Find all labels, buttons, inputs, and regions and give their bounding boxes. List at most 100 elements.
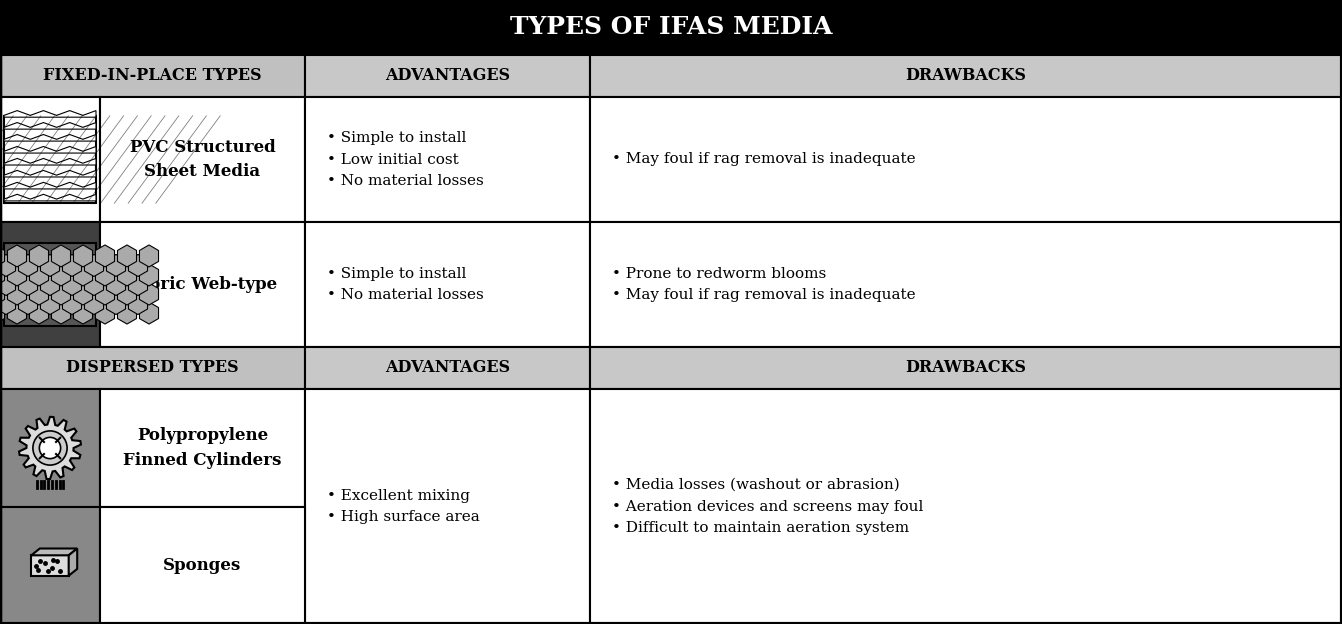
- Polygon shape: [51, 302, 71, 324]
- Polygon shape: [0, 293, 16, 314]
- Polygon shape: [0, 273, 16, 296]
- Text: • Excellent mixing
• High surface area: • Excellent mixing • High surface area: [327, 489, 479, 524]
- Text: FIXED-IN-PLACE TYPES: FIXED-IN-PLACE TYPES: [43, 67, 262, 84]
- Polygon shape: [74, 264, 93, 286]
- Polygon shape: [30, 283, 48, 305]
- Polygon shape: [74, 245, 93, 267]
- Polygon shape: [30, 264, 48, 286]
- Text: ADVANTAGES: ADVANTAGES: [385, 359, 510, 376]
- Bar: [101, 389, 305, 507]
- Text: PVC Structured
Sheet Media: PVC Structured Sheet Media: [130, 139, 275, 180]
- Polygon shape: [140, 264, 158, 286]
- Polygon shape: [85, 293, 103, 314]
- Polygon shape: [95, 302, 114, 324]
- Polygon shape: [8, 264, 27, 286]
- Polygon shape: [51, 245, 71, 267]
- Text: • Simple to install
• Low initial cost
• No material losses: • Simple to install • Low initial cost •…: [327, 131, 483, 188]
- Polygon shape: [19, 273, 38, 296]
- Polygon shape: [4, 122, 97, 129]
- Bar: [0, 0, 1342, 55]
- Text: Sponges: Sponges: [164, 557, 242, 574]
- Text: • May foul if rag removal is inadequate: • May foul if rag removal is inadequate: [612, 152, 915, 167]
- Text: • Simple to install
• No material losses: • Simple to install • No material losses: [327, 266, 483, 303]
- Polygon shape: [129, 255, 148, 276]
- Polygon shape: [8, 302, 27, 324]
- Polygon shape: [19, 255, 38, 276]
- Polygon shape: [95, 245, 114, 267]
- Bar: [0, 507, 101, 624]
- Polygon shape: [4, 182, 97, 189]
- Bar: [305, 347, 590, 389]
- Polygon shape: [118, 283, 137, 305]
- Polygon shape: [31, 555, 68, 576]
- Bar: [101, 507, 305, 624]
- Polygon shape: [140, 283, 158, 305]
- Polygon shape: [51, 264, 71, 286]
- Bar: [590, 55, 1342, 97]
- Polygon shape: [0, 283, 4, 305]
- Polygon shape: [4, 194, 97, 201]
- Polygon shape: [118, 264, 137, 286]
- Polygon shape: [118, 302, 137, 324]
- Polygon shape: [0, 264, 4, 286]
- Bar: [101, 97, 305, 222]
- Polygon shape: [140, 245, 158, 267]
- Bar: [0, 97, 101, 222]
- Text: Polypropylene
Finned Cylinders: Polypropylene Finned Cylinders: [123, 427, 282, 469]
- Polygon shape: [31, 548, 78, 555]
- Polygon shape: [40, 255, 59, 276]
- Bar: [590, 97, 1342, 222]
- Polygon shape: [8, 283, 27, 305]
- Polygon shape: [4, 147, 97, 153]
- Bar: [0, 347, 305, 389]
- Bar: [305, 97, 590, 222]
- Polygon shape: [8, 245, 27, 267]
- Circle shape: [34, 431, 67, 465]
- Polygon shape: [0, 302, 4, 324]
- Polygon shape: [85, 255, 103, 276]
- Polygon shape: [4, 135, 97, 141]
- Bar: [4, 243, 97, 326]
- Text: ADVANTAGES: ADVANTAGES: [385, 67, 510, 84]
- Polygon shape: [129, 293, 148, 314]
- Bar: [305, 222, 590, 347]
- Bar: [590, 347, 1342, 389]
- Bar: [0, 55, 305, 97]
- Polygon shape: [51, 283, 71, 305]
- Text: • Media losses (washout or abrasion)
• Aeration devices and screens may foul
• D: • Media losses (washout or abrasion) • A…: [612, 478, 923, 535]
- Polygon shape: [4, 158, 97, 165]
- Text: • Prone to redworm blooms
• May foul if rag removal is inadequate: • Prone to redworm blooms • May foul if …: [612, 266, 915, 303]
- Polygon shape: [4, 170, 97, 177]
- Polygon shape: [4, 110, 97, 117]
- Circle shape: [39, 437, 60, 459]
- Polygon shape: [74, 283, 93, 305]
- Polygon shape: [118, 245, 137, 267]
- Polygon shape: [40, 273, 59, 296]
- Polygon shape: [0, 255, 16, 276]
- Polygon shape: [63, 293, 82, 314]
- Bar: [305, 55, 590, 97]
- Bar: [305, 389, 590, 624]
- Text: TYPES OF IFAS MEDIA: TYPES OF IFAS MEDIA: [510, 16, 832, 39]
- Polygon shape: [40, 293, 59, 314]
- Polygon shape: [30, 245, 48, 267]
- Text: DISPERSED TYPES: DISPERSED TYPES: [66, 359, 239, 376]
- Polygon shape: [63, 273, 82, 296]
- Polygon shape: [0, 245, 4, 267]
- Polygon shape: [30, 302, 48, 324]
- Bar: [101, 222, 305, 347]
- Text: DRAWBACKS: DRAWBACKS: [906, 359, 1027, 376]
- Polygon shape: [95, 264, 114, 286]
- Polygon shape: [140, 302, 158, 324]
- Bar: [4, 116, 97, 203]
- Bar: [590, 222, 1342, 347]
- Text: DRAWBACKS: DRAWBACKS: [906, 67, 1027, 84]
- Polygon shape: [68, 548, 78, 576]
- Polygon shape: [85, 273, 103, 296]
- Polygon shape: [19, 293, 38, 314]
- Bar: [0, 389, 101, 507]
- Polygon shape: [106, 273, 126, 296]
- Polygon shape: [106, 293, 126, 314]
- Polygon shape: [19, 417, 81, 479]
- Polygon shape: [106, 255, 126, 276]
